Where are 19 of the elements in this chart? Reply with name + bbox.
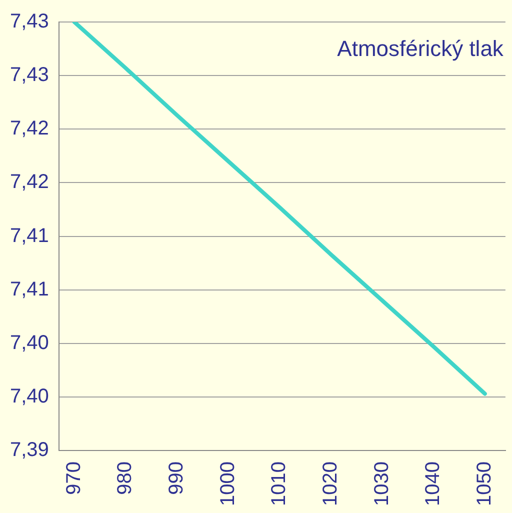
x-tick-label: 1050 <box>473 462 496 506</box>
y-tick-label: 7,40 <box>10 385 49 408</box>
y-tick-label: 7,42 <box>10 171 49 194</box>
x-tick-label: 970 <box>62 462 85 495</box>
x-tick-label: 1020 <box>319 462 342 506</box>
x-tick-label: 980 <box>114 462 136 495</box>
y-tick-label: 7,41 <box>10 278 49 300</box>
x-tick-label: 1000 <box>216 462 239 506</box>
x-tick-label: 1040 <box>422 462 444 506</box>
y-tick-label: 7,39 <box>10 439 49 462</box>
x-tick-label: 1030 <box>370 462 393 506</box>
y-tick-label: 7,43 <box>10 64 49 86</box>
y-tick-label: 7,41 <box>10 224 49 247</box>
x-tick-label: 1010 <box>268 462 290 506</box>
x-tick-label: 990 <box>165 462 188 495</box>
y-tick-label: 7,42 <box>10 118 49 140</box>
y-tick-label: 7,40 <box>10 332 49 354</box>
text: Atmosférický tlak <box>337 36 504 62</box>
y-tick-label: 7,43 <box>10 10 49 33</box>
